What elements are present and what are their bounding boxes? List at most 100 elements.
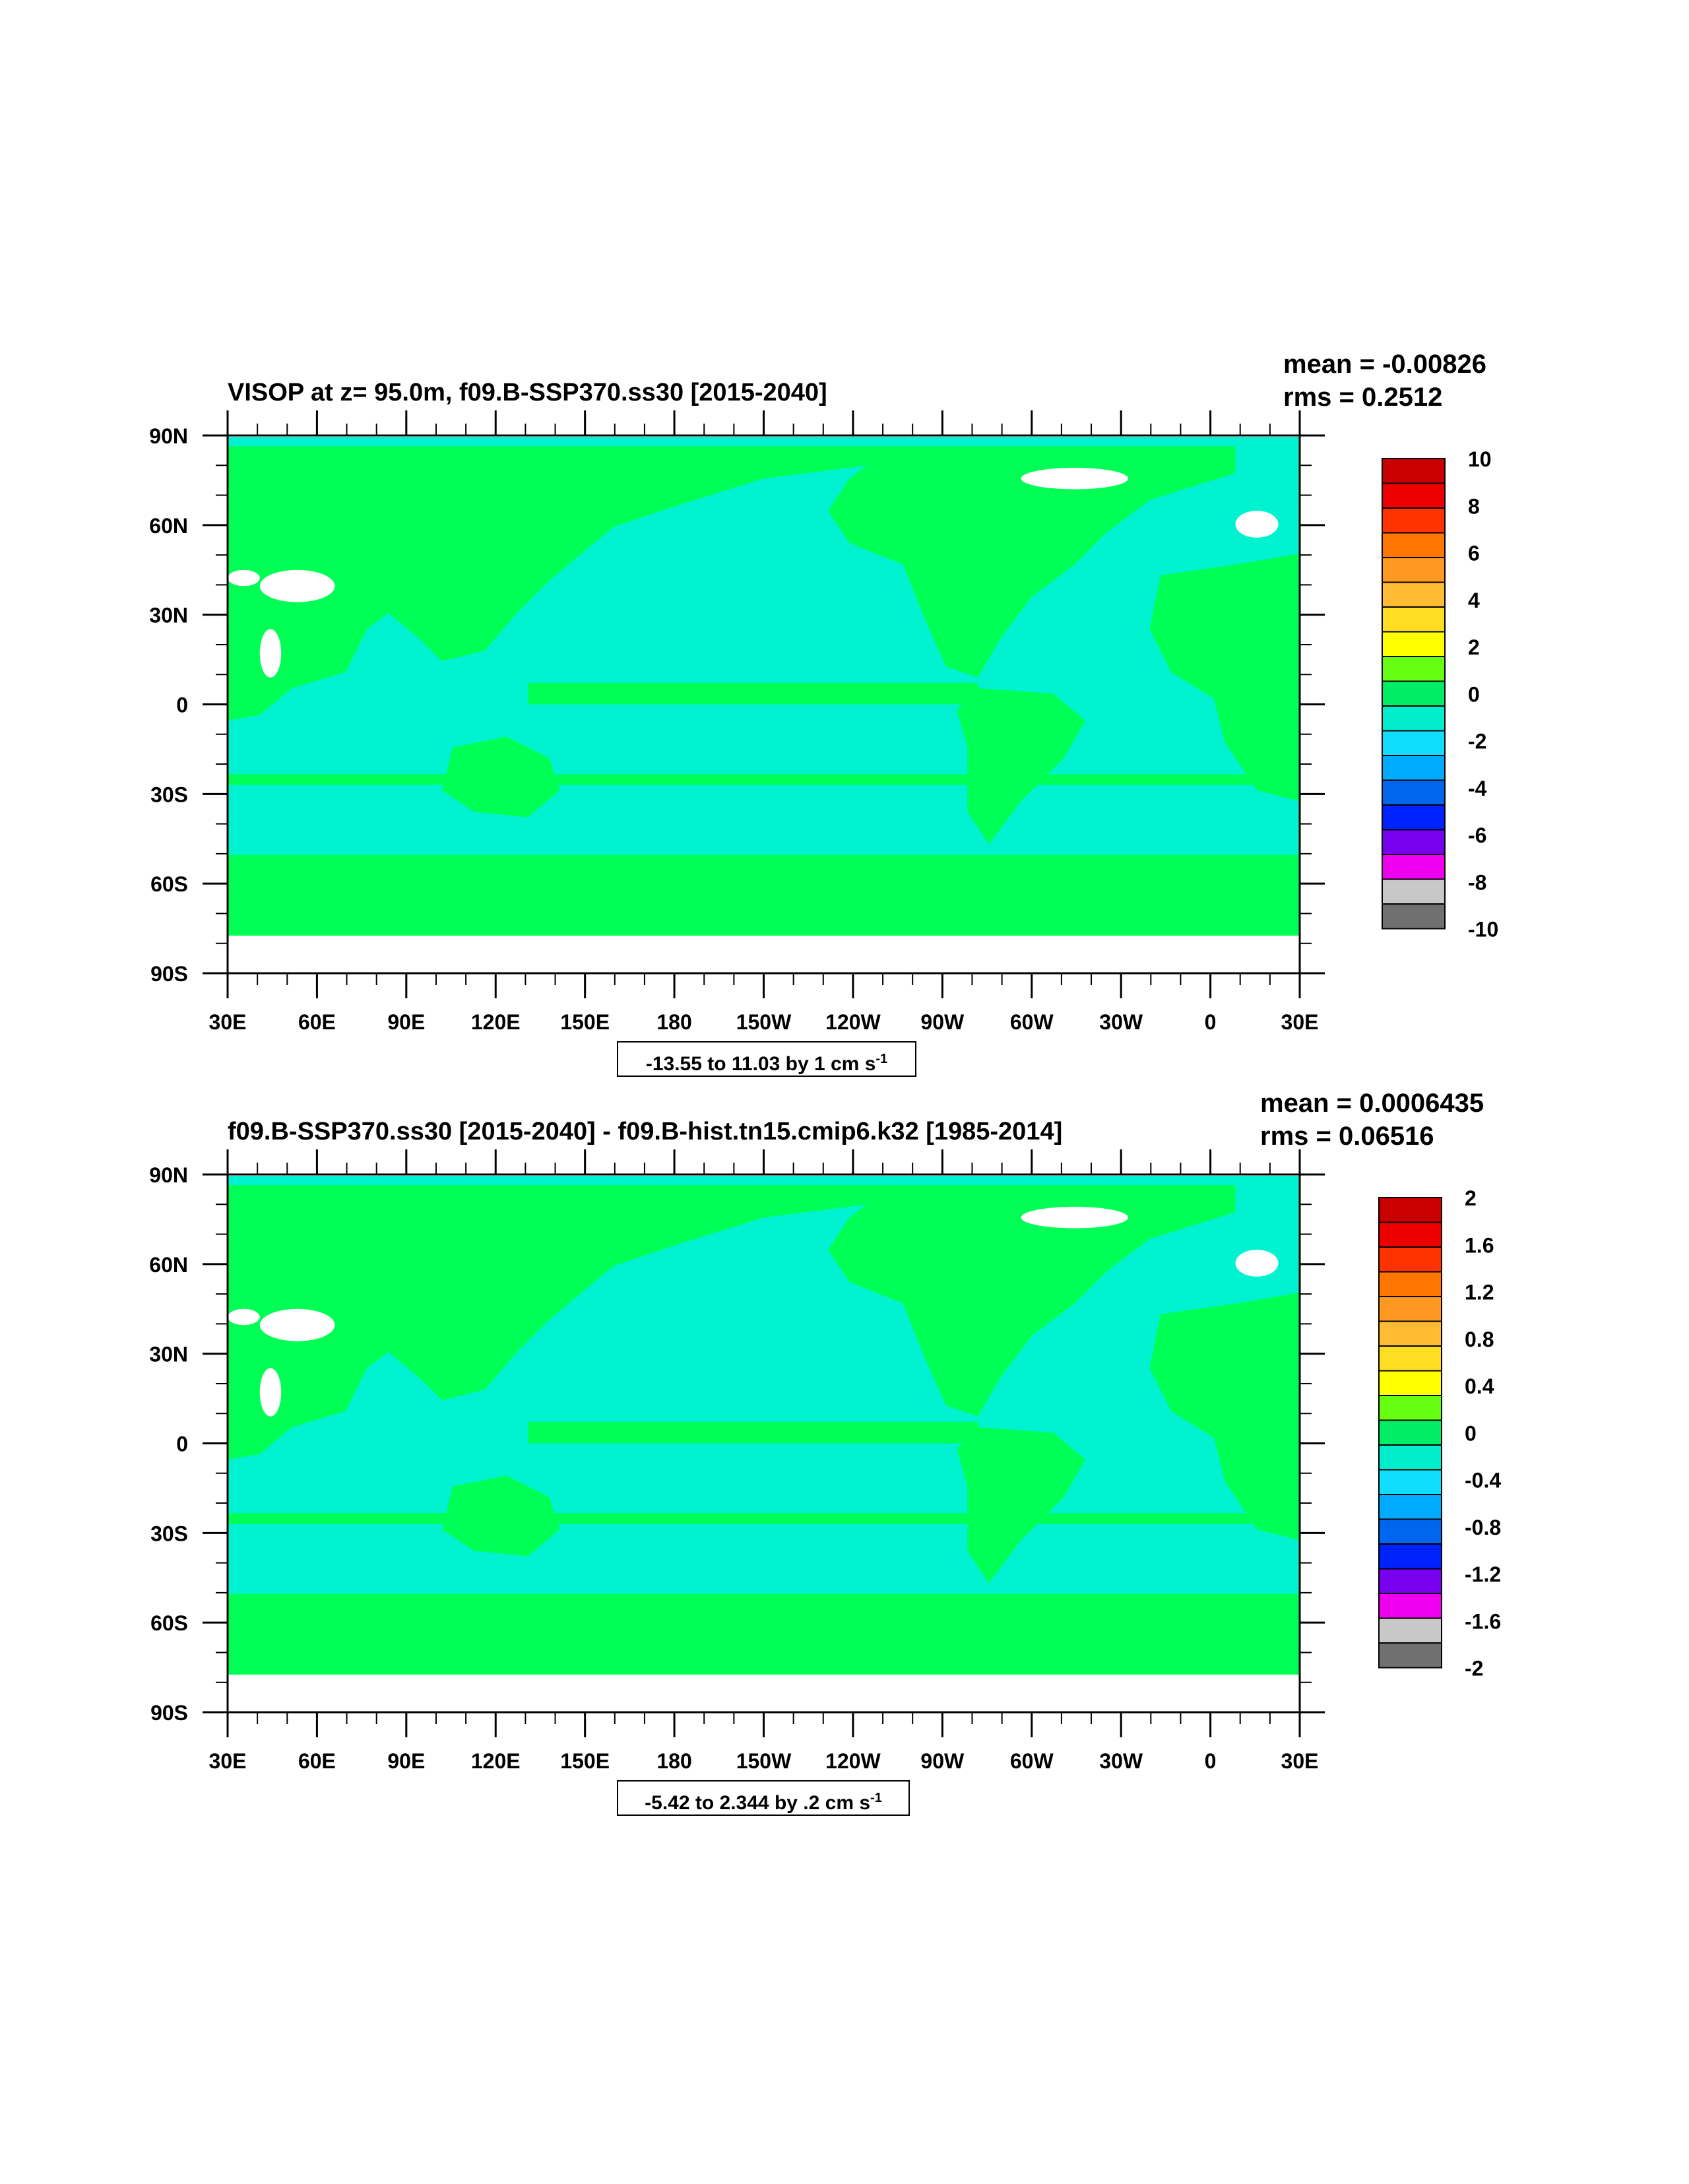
colorbar-label: -10 bbox=[1468, 918, 1498, 942]
map-title: VISOP at z= 95.0m, f09.B-SSP370.ss30 [20… bbox=[228, 379, 827, 406]
missing-data-patch bbox=[228, 938, 1300, 973]
lat-label: 0 bbox=[176, 693, 188, 717]
lon-label: 30E bbox=[209, 1749, 247, 1773]
mean-value: mean = -0.00826 bbox=[1283, 350, 1486, 379]
lat-label: 30N bbox=[149, 1343, 188, 1366]
colorbar-box bbox=[1382, 903, 1446, 930]
colorbar-label: -2 bbox=[1468, 730, 1486, 754]
lat-label: 90S bbox=[150, 1701, 188, 1725]
map-title: f09.B-SSP370.ss30 [2015-2040] - f09.B-hi… bbox=[228, 1118, 1063, 1145]
lon-label: 0 bbox=[1205, 1749, 1217, 1773]
lon-label: 30E bbox=[209, 1010, 247, 1034]
missing-data-patch bbox=[228, 1308, 260, 1326]
colorbar-label: -2 bbox=[1465, 1657, 1483, 1681]
lon-label: 90E bbox=[387, 1749, 425, 1773]
lon-label: 120E bbox=[471, 1010, 521, 1034]
range-exponent: -1 bbox=[870, 1791, 882, 1805]
lat-label: 60N bbox=[149, 514, 188, 538]
land-region bbox=[957, 1427, 1085, 1584]
equatorial-band bbox=[528, 682, 978, 705]
colorbar-box bbox=[1382, 878, 1446, 905]
land-region bbox=[228, 897, 1300, 936]
land-region bbox=[828, 1185, 1236, 1417]
colorbar-box bbox=[1382, 680, 1446, 707]
missing-data-patch bbox=[1021, 1206, 1128, 1229]
colorbar-box bbox=[1378, 1593, 1442, 1619]
lon-label: 0 bbox=[1205, 1010, 1217, 1034]
lon-label: 180 bbox=[656, 1749, 691, 1773]
colorbar-label: 0 bbox=[1468, 682, 1480, 706]
colorbar: 10 8 6 4 2 0 -2 -4 -6 -8 -10 bbox=[1382, 447, 1498, 942]
lon-label: 120W bbox=[825, 1749, 881, 1773]
southern-band bbox=[228, 854, 1300, 898]
lat-label: 60S bbox=[150, 1611, 188, 1635]
lon-label: 90W bbox=[920, 1749, 965, 1773]
colorbar-label: 2 bbox=[1468, 635, 1480, 659]
rms-value: rms = 0.2512 bbox=[1283, 383, 1443, 412]
missing-data-patch bbox=[259, 1368, 282, 1417]
colorbar-box bbox=[1382, 507, 1446, 534]
colorbar-box bbox=[1378, 1296, 1442, 1322]
land-region bbox=[1149, 1293, 1300, 1541]
land-region bbox=[228, 446, 893, 721]
map-field bbox=[228, 437, 1300, 973]
range-text: -5.42 to 2.344 by .2 cm s bbox=[645, 1792, 871, 1814]
missing-data-patch bbox=[259, 569, 335, 602]
map-field bbox=[228, 1176, 1300, 1712]
colorbar-box bbox=[1378, 1469, 1442, 1495]
lat-label: 90N bbox=[149, 424, 188, 448]
colorbar-box bbox=[1378, 1419, 1442, 1446]
missing-data-patch bbox=[259, 629, 282, 678]
southern-band bbox=[228, 1593, 1300, 1637]
southern-band bbox=[228, 1513, 1300, 1524]
colorbar-box bbox=[1382, 532, 1446, 558]
colorbar-box bbox=[1382, 804, 1446, 831]
land-region bbox=[228, 1636, 1300, 1675]
colorbar-box bbox=[1382, 656, 1446, 682]
lon-label: 60E bbox=[298, 1749, 336, 1773]
panel-top: VISOP at z= 95.0m, f09.B-SSP370.ss30 [20… bbox=[0, 343, 1689, 1082]
colorbar: 2 1.6 1.2 0.8 0.4 0 -0.4 -0.8 -1.2 -1.6 -2 bbox=[1378, 1186, 1501, 1681]
missing-data-patch bbox=[1235, 1250, 1279, 1277]
lat-label: 30S bbox=[150, 1522, 188, 1545]
colorbar-box bbox=[1378, 1197, 1442, 1223]
missing-data-patch bbox=[228, 1677, 1300, 1712]
colorbar-label: 1.6 bbox=[1465, 1233, 1494, 1257]
colorbar-label: -0.8 bbox=[1465, 1516, 1501, 1539]
colorbar-label: 0.4 bbox=[1465, 1374, 1494, 1398]
lat-label: 30S bbox=[150, 783, 188, 806]
missing-data-patch bbox=[1021, 467, 1128, 490]
land-region bbox=[957, 688, 1085, 845]
colorbar-label: 0.8 bbox=[1465, 1328, 1494, 1351]
lon-label: 30W bbox=[1099, 1749, 1143, 1773]
lon-label: 60E bbox=[298, 1010, 336, 1034]
lon-label: 60W bbox=[1010, 1749, 1054, 1773]
lon-label: 60W bbox=[1010, 1010, 1054, 1034]
colorbar-box bbox=[1382, 581, 1446, 608]
colorbar-box bbox=[1378, 1494, 1442, 1520]
colorbar-label: 2 bbox=[1465, 1186, 1477, 1210]
colorbar-label: 10 bbox=[1468, 447, 1492, 471]
colorbar-label: 4 bbox=[1468, 589, 1480, 612]
colorbar-label: 8 bbox=[1468, 494, 1480, 518]
rms-value: rms = 0.06516 bbox=[1260, 1122, 1434, 1151]
colorbar-label: 0 bbox=[1465, 1421, 1477, 1445]
colorbar-box bbox=[1378, 1543, 1442, 1570]
colorbar-label: 6 bbox=[1468, 542, 1480, 565]
lon-label: 90E bbox=[387, 1010, 425, 1034]
map-plot: 90N 60N 30N 0 30S 60S 90S 30E 60E 90E 120E 150E 180 1… bbox=[149, 1149, 1501, 1773]
contour-range-label: -5.42 to 2.344 by .2 cm s-1 bbox=[617, 1780, 910, 1816]
colorbar-box bbox=[1378, 1320, 1442, 1347]
lon-label: 150E bbox=[560, 1749, 610, 1773]
range-exponent: -1 bbox=[876, 1052, 888, 1066]
equatorial-band bbox=[528, 1421, 978, 1444]
colorbar-box bbox=[1378, 1568, 1442, 1594]
missing-data-patch bbox=[1235, 511, 1279, 538]
colorbar-box bbox=[1378, 1642, 1442, 1669]
colorbar-box bbox=[1378, 1518, 1442, 1545]
missing-data-patch bbox=[228, 569, 260, 587]
lon-label: 120E bbox=[471, 1749, 521, 1773]
lon-label: 150E bbox=[560, 1010, 610, 1034]
lat-label: 90S bbox=[150, 962, 188, 986]
lon-label: 30W bbox=[1099, 1010, 1143, 1034]
